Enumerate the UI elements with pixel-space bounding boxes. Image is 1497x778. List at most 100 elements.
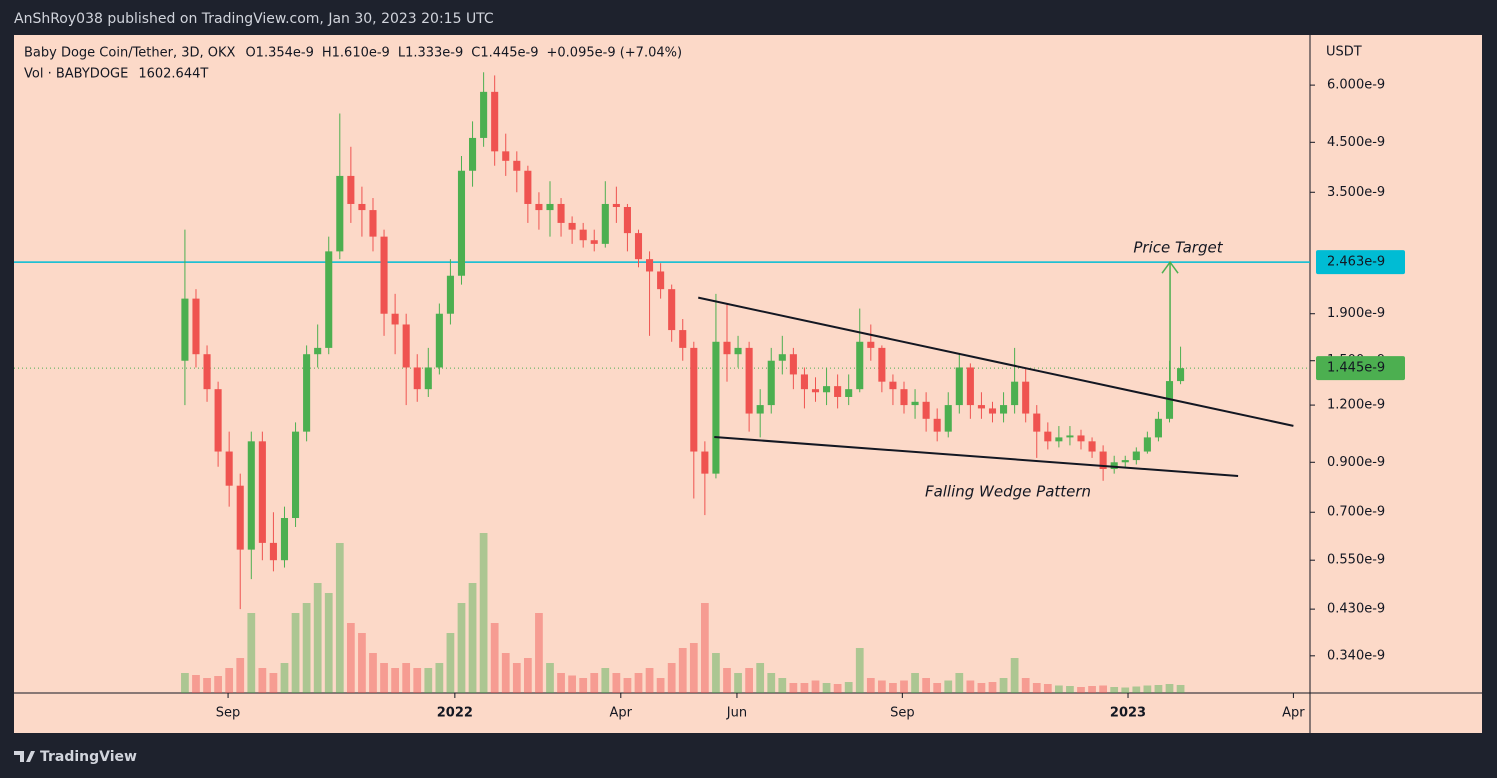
candle-body — [1077, 435, 1085, 442]
candle-body — [811, 389, 820, 393]
volume-bar — [601, 668, 610, 693]
candle-body — [557, 203, 565, 223]
volume-bar — [335, 543, 344, 693]
candle-body — [734, 347, 742, 355]
candle-body — [579, 229, 587, 241]
volume-bar — [1143, 685, 1152, 693]
candle-body — [480, 91, 488, 138]
volume-bar — [1066, 686, 1074, 693]
volume-bar — [844, 682, 853, 693]
volume-bar — [369, 653, 377, 693]
volume-bar — [678, 648, 687, 693]
volume-bar — [291, 613, 300, 693]
y-tick-label: 4.500e-9 — [1327, 135, 1385, 150]
volume-bar — [512, 663, 521, 693]
x-tick-label: Sep — [890, 706, 915, 721]
candle-body — [690, 347, 698, 452]
volume-bar — [789, 683, 798, 693]
volume-bar — [833, 684, 842, 693]
volume-bar — [1043, 684, 1052, 693]
candle-body — [668, 289, 676, 331]
candle-body — [369, 210, 377, 237]
volume-bar — [778, 678, 787, 693]
candle-body — [336, 175, 344, 252]
volume-bar — [380, 663, 388, 693]
price-tag — [1316, 250, 1405, 275]
volume-bar — [656, 678, 665, 693]
trendline — [714, 436, 1239, 477]
volume-bar — [479, 533, 488, 693]
x-tick-label: Jun — [726, 706, 747, 721]
candle-body — [225, 451, 233, 486]
candle-body — [723, 341, 731, 355]
candle-body — [977, 405, 985, 409]
volume-value: 1602.644T — [138, 67, 208, 82]
candle-body — [347, 175, 355, 204]
volume-bar — [568, 675, 576, 693]
volume-bar — [413, 668, 422, 693]
volume-bar — [557, 673, 565, 693]
volume-bar — [203, 678, 211, 693]
candle-body — [535, 203, 543, 211]
y-tick-label: 3.500e-9 — [1327, 185, 1385, 200]
volume-bar — [1010, 658, 1019, 693]
volume-bar — [645, 668, 654, 693]
candle-body — [203, 354, 211, 390]
y-tick-label: 1.900e-9 — [1327, 306, 1385, 321]
volume-bar — [236, 658, 245, 693]
candle-body — [292, 431, 300, 519]
candle-body — [424, 367, 432, 390]
candle-body — [446, 275, 454, 314]
volume-bar — [435, 663, 444, 693]
trendline — [698, 296, 1294, 427]
volume-bar — [734, 673, 742, 693]
volume-bar — [258, 668, 267, 693]
ohlc-value: H1.610e-9 — [322, 46, 390, 61]
volume-bar — [811, 680, 820, 693]
candle-body — [1022, 381, 1030, 414]
volume-bar — [966, 680, 975, 693]
arrow-head — [1161, 260, 1179, 274]
candle-body — [800, 374, 808, 390]
volume-bar — [977, 683, 986, 693]
y-tick-label: 0.550e-9 — [1327, 553, 1385, 568]
candle-body — [756, 405, 764, 414]
candle-body — [280, 518, 289, 561]
candle-body — [325, 251, 333, 348]
candle-body — [1177, 368, 1185, 382]
candle-body — [601, 203, 609, 244]
candle-body — [568, 222, 576, 230]
volume-bar — [402, 663, 411, 693]
volume-bar — [767, 673, 776, 693]
volume-bar — [855, 648, 864, 693]
ohlc-value: C1.445e-9 — [471, 46, 538, 61]
volume-bar — [623, 678, 632, 693]
candle-body — [988, 408, 997, 414]
volume-bar — [280, 663, 289, 693]
candle-body — [712, 341, 720, 474]
volume-bar — [535, 613, 543, 693]
volume-bar — [579, 678, 588, 693]
volume-bar — [391, 668, 399, 693]
y-tick-label: 0.430e-9 — [1327, 602, 1385, 617]
candle-body — [944, 405, 952, 432]
candle-body — [856, 341, 864, 390]
candle-body — [269, 542, 277, 561]
volume-bar — [313, 583, 322, 693]
candle-body — [966, 367, 974, 406]
volume-bar — [468, 583, 477, 693]
x-tick-label: Sep — [216, 706, 241, 721]
volume-bar — [424, 668, 433, 693]
volume-bar — [689, 643, 698, 693]
annotation: Falling Wedge Pattern — [925, 483, 1091, 501]
candle-body — [657, 271, 665, 290]
ohlc-value: O1.354e-9 — [245, 46, 313, 61]
y-tick-label: 0.700e-9 — [1327, 505, 1385, 520]
volume-bar — [1032, 683, 1041, 693]
candle-body — [778, 354, 786, 361]
volume-bar — [1132, 686, 1141, 693]
candle-body — [1000, 405, 1008, 414]
candle-body — [1110, 462, 1118, 470]
ohlc-value: +0.095e-9 (+7.04%) — [547, 46, 683, 61]
